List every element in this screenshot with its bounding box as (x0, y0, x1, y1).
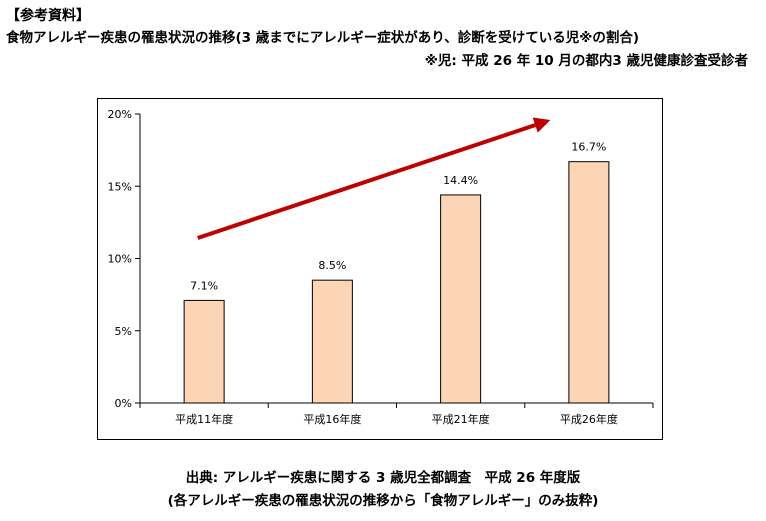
excerpt-note: (各アレルギー疾患の罹患状況の推移から「食物アレルギー」のみ抜粋) (167, 493, 599, 509)
y-tick-label: 0% (115, 397, 132, 410)
y-tick-label: 15% (108, 180, 132, 193)
bar (183, 299, 225, 404)
trend-arrow-head (532, 117, 551, 133)
data-label: 7.1% (190, 279, 218, 292)
source-citation: 出典: アレルギー疾患に関する 3 歳児全都調査 平成 26 年度版 (185, 470, 581, 486)
x-tick-label: 平成16年度 (303, 412, 361, 426)
y-axis: 0% 5% 10% 15% 20% (108, 108, 141, 410)
bars: 7.1% 8.5% 14.4% 16.7% (183, 141, 610, 404)
y-tick-label: 20% (108, 108, 132, 121)
trend-arrow-shaft (197, 123, 536, 240)
chart-title: 食物アレルギー疾患の罹患状況の推移(3 歳までにアレルギー症状があり、診断を受け… (6, 30, 640, 46)
x-tick-label: 平成26年度 (560, 412, 618, 426)
x-tick-label: 平成21年度 (432, 412, 490, 426)
x-tick-label: 平成11年度 (175, 412, 233, 426)
trend-arrow (197, 117, 551, 240)
bar (568, 161, 610, 404)
reference-label: 【参考資料】 (6, 8, 90, 24)
data-label: 14.4% (443, 174, 478, 187)
y-tick-label: 10% (108, 253, 132, 266)
bar-chart: 0% 5% 10% 15% 20% 平成11年度 平成16年度 平成21年度 平成26年度 7… (108, 108, 654, 426)
data-label: 8.5% (318, 259, 346, 272)
subject-note: ※児: 平成 26 年 10 月の都内3 歳児健康診査受診者 (424, 53, 748, 69)
bar (440, 194, 482, 404)
y-tick-label: 5% (115, 325, 132, 338)
data-label: 16.7% (571, 141, 606, 154)
x-axis: 平成11年度 平成16年度 平成21年度 平成26年度 (139, 402, 654, 426)
bar (311, 279, 353, 404)
